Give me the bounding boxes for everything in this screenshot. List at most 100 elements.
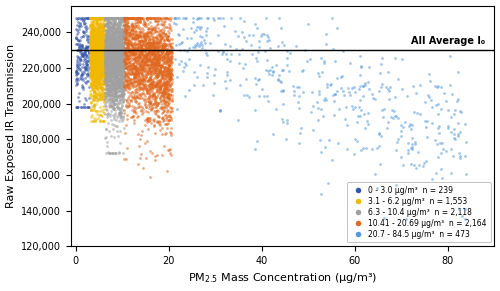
Point	[397, 122, 405, 127]
Point	[106, 57, 114, 62]
Point	[144, 34, 152, 39]
Point	[106, 28, 114, 32]
Point	[112, 85, 120, 90]
Point	[390, 109, 398, 113]
Point	[164, 92, 172, 96]
Point	[112, 51, 120, 56]
Point	[94, 75, 102, 80]
Point	[141, 102, 149, 107]
Point	[132, 98, 140, 103]
Point	[104, 33, 112, 38]
Point	[94, 112, 102, 117]
Point	[164, 53, 172, 58]
Point	[145, 54, 153, 59]
Point	[375, 132, 383, 137]
Point	[104, 24, 112, 28]
Point	[94, 43, 102, 47]
Point	[89, 54, 97, 59]
Point	[88, 45, 96, 50]
Point	[89, 51, 97, 55]
Point	[93, 51, 101, 55]
Point	[138, 91, 146, 95]
Point	[104, 75, 112, 80]
Point	[110, 77, 118, 82]
Point	[152, 22, 160, 26]
Point	[116, 97, 124, 102]
Point	[341, 116, 349, 121]
Point	[102, 49, 110, 54]
Point	[89, 32, 97, 36]
Point	[428, 176, 436, 181]
Point	[96, 81, 104, 86]
Point	[112, 63, 120, 68]
Point	[118, 89, 126, 93]
Point	[211, 67, 219, 71]
Point	[88, 61, 96, 65]
Point	[248, 52, 256, 56]
Point	[118, 80, 126, 85]
Point	[220, 42, 228, 46]
Point	[98, 16, 106, 20]
Point	[112, 98, 120, 102]
Point	[455, 151, 463, 156]
Point	[114, 20, 122, 25]
Point	[146, 101, 154, 105]
Point	[130, 31, 138, 36]
Point	[108, 44, 116, 49]
Point	[98, 50, 106, 54]
Point	[139, 16, 147, 20]
Point	[138, 63, 145, 67]
Point	[117, 44, 125, 48]
Point	[100, 46, 108, 50]
Point	[320, 95, 328, 100]
Point	[112, 86, 120, 91]
Point	[112, 86, 120, 91]
Point	[93, 16, 101, 20]
Point	[118, 42, 126, 47]
Point	[292, 84, 300, 89]
Point	[104, 31, 112, 36]
Point	[140, 97, 148, 102]
Point	[136, 58, 143, 63]
Point	[114, 49, 122, 54]
Point	[90, 47, 98, 52]
Point	[264, 99, 272, 103]
Point	[154, 114, 162, 119]
Point	[110, 16, 118, 20]
Point	[112, 65, 120, 69]
Point	[114, 73, 122, 78]
Point	[130, 47, 138, 51]
Point	[139, 91, 147, 95]
Point	[127, 99, 135, 103]
Point	[116, 38, 124, 43]
Point	[394, 136, 402, 141]
Point	[104, 59, 112, 64]
Point	[159, 94, 167, 99]
Point	[104, 50, 112, 55]
Point	[148, 61, 156, 66]
Point	[95, 22, 103, 27]
Point	[181, 16, 189, 20]
Point	[167, 60, 175, 65]
Point	[90, 93, 98, 98]
Point	[100, 47, 108, 52]
Point	[134, 104, 141, 109]
Point	[98, 24, 106, 29]
Point	[114, 62, 122, 67]
Point	[462, 139, 470, 144]
Point	[92, 77, 100, 81]
Point	[106, 69, 114, 74]
Point	[166, 147, 173, 151]
Point	[124, 47, 132, 51]
Point	[166, 77, 174, 81]
Point	[144, 110, 152, 114]
Point	[106, 77, 114, 81]
Point	[140, 78, 147, 82]
Point	[98, 69, 106, 74]
Point	[108, 46, 116, 51]
Point	[146, 37, 154, 41]
Point	[115, 65, 123, 70]
Point	[156, 78, 164, 83]
Point	[88, 16, 96, 20]
Point	[105, 28, 113, 33]
